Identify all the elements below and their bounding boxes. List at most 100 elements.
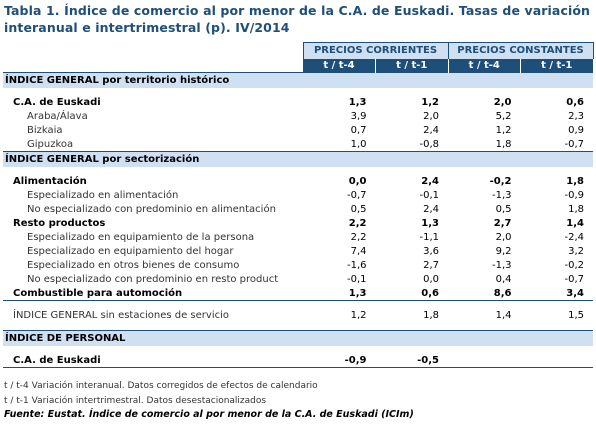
- cell-value: 1,4: [495, 310, 512, 321]
- cell-value: 1,8: [568, 204, 584, 215]
- row-label: Combustible para automoción: [3, 286, 303, 301]
- cell-value: 0,7: [350, 125, 367, 136]
- cell-value: 2,0: [423, 111, 439, 122]
- cell-value: -0,9: [303, 353, 376, 368]
- cell-value: 2,2: [350, 232, 367, 243]
- section-header-territorio: ÍNDICE GENERAL por territorio histórico: [3, 72, 593, 88]
- cell-value: 0,5: [350, 204, 367, 215]
- cell-value: 1,5: [568, 310, 584, 321]
- cell-value: 0,4: [495, 274, 512, 285]
- cell-value: 2,4: [421, 176, 439, 187]
- row-label: Araba/Álava: [27, 111, 88, 122]
- cell-value: 1,2: [421, 97, 439, 108]
- cell-value: -0,1: [346, 274, 367, 285]
- cell-value: 1,2: [495, 125, 512, 136]
- table-row: Bizkaia 0,7 2,4 1,2 0,9: [3, 124, 593, 138]
- header-sub-cell: t / t-1: [520, 58, 594, 73]
- cell-value: 1,4: [566, 218, 584, 229]
- cell-value: -1,3: [491, 190, 512, 201]
- section-title: ÍNDICE DE PERSONAL: [3, 330, 593, 346]
- section-title: ÍNDICE GENERAL por territorio histórico: [3, 72, 593, 88]
- table-title: Tabla 1. Índice de comercio al por menor…: [4, 3, 591, 35]
- cell-value: -0,9: [564, 190, 584, 201]
- table-row: C.A. de Euskadi 1,3 1,2 2,0 0,6: [3, 96, 593, 110]
- cell-value: [448, 353, 521, 368]
- cell-value: 2,4: [423, 125, 439, 136]
- cell-value: -1,6: [346, 260, 367, 271]
- row-label: Especializado en alimentación: [27, 190, 179, 201]
- row-label: Gipuzkoa: [27, 138, 74, 150]
- table-row: Especializado en equipamiento del hogar …: [3, 245, 593, 259]
- header-sub-cell: t / t-4: [303, 58, 376, 73]
- cell-value: -0,2: [564, 260, 584, 271]
- cell-value: 0,6: [375, 286, 448, 301]
- cell-value: 2,7: [493, 218, 512, 229]
- cell-value: -0,1: [419, 190, 439, 201]
- header-precios-corrientes: PRECIOS CORRIENTES: [302, 42, 449, 59]
- cell-value: 7,4: [350, 246, 367, 257]
- table-row: Especializado en otros bienes de consumo…: [3, 259, 593, 273]
- cell-value: 1,8: [495, 138, 512, 150]
- row-label: Especializado en otros bienes de consumo: [27, 260, 240, 271]
- cell-value: 1,0: [350, 138, 367, 150]
- row-label: Alimentación: [13, 176, 87, 187]
- table-row: Resto productos 2,2 1,3 2,7 1,4: [3, 217, 593, 231]
- cell-value: -0,8: [419, 138, 439, 150]
- cell-value: -0,5: [375, 353, 448, 368]
- header-sub-cell: t / t-1: [375, 58, 449, 73]
- row-label: ÍNDICE GENERAL sin estaciones de servici…: [13, 310, 229, 321]
- cell-value: -0,7: [564, 138, 584, 150]
- footnote-interanual: t / t-4 Variación interanual. Datos corr…: [4, 381, 318, 391]
- section-title: ÍNDICE GENERAL por sectorización: [3, 151, 593, 167]
- cell-value: [520, 353, 593, 368]
- table-row: C.A. de Euskadi -0,9 -0,5: [3, 353, 593, 368]
- data-table: PRECIOS CORRIENTES PRECIOS CONSTANTES t …: [3, 42, 594, 368]
- cell-value: -1,1: [419, 232, 439, 243]
- cell-value: 2,3: [568, 111, 584, 122]
- row-label: Resto productos: [13, 218, 106, 229]
- cell-value: 2,4: [423, 204, 439, 215]
- cell-value: 0,9: [568, 125, 584, 136]
- cell-value: 0,6: [566, 97, 584, 108]
- cell-value: 2,7: [423, 260, 439, 271]
- cell-value: 3,2: [568, 246, 584, 257]
- cell-value: 0,0: [423, 274, 439, 285]
- table-row: Especializado en equipamiento de la pers…: [3, 231, 593, 245]
- cell-value: 1,3: [303, 286, 376, 301]
- section-header-sectorizacion: ÍNDICE GENERAL por sectorización: [3, 151, 593, 167]
- cell-value: 1,8: [423, 310, 439, 321]
- cell-value: 2,0: [493, 97, 512, 108]
- cell-value: -0,7: [346, 190, 367, 201]
- row-label: No especializado con predominio en alime…: [27, 204, 276, 215]
- cell-value: 3,6: [423, 246, 439, 257]
- cell-value: 1,3: [421, 218, 439, 229]
- table-row: No especializado con predominio en resto…: [3, 273, 593, 287]
- cell-value: 0,5: [495, 204, 512, 215]
- table-row-sin-estaciones: ÍNDICE GENERAL sin estaciones de servici…: [3, 309, 593, 323]
- section-header-personal: ÍNDICE DE PERSONAL: [3, 330, 593, 346]
- cell-value: 1,3: [348, 97, 367, 108]
- cell-value: -0,7: [564, 274, 584, 285]
- table-row: Especializado en alimentación -0,7 -0,1 …: [3, 189, 593, 203]
- cell-value: 3,9: [350, 111, 367, 122]
- table-row: Gipuzkoa 1,0 -0,8 1,8 -0,7: [3, 138, 593, 152]
- cell-value: 1,8: [566, 176, 584, 187]
- row-label: Especializado en equipamiento del hogar: [27, 246, 234, 257]
- header-spacer: [3, 59, 303, 73]
- cell-value: -0,2: [489, 176, 512, 187]
- cell-value: 1,2: [350, 310, 367, 321]
- row-label: C.A. de Euskadi: [3, 353, 303, 368]
- cell-value: 9,2: [495, 246, 512, 257]
- row-label: Especializado en equipamiento de la pers…: [27, 232, 255, 243]
- cell-value: 5,2: [495, 111, 512, 122]
- footnote-intertrimestral: t / t-1 Variación intertrimestral. Datos…: [4, 396, 267, 406]
- cell-value: 0,0: [348, 176, 367, 187]
- cell-value: 8,6: [448, 286, 521, 301]
- cell-value: 2,0: [495, 232, 512, 243]
- row-label: Bizkaia: [27, 125, 63, 136]
- cell-value: 2,2: [348, 218, 367, 229]
- source-note: Fuente: Eustat. Índice de comercio al po…: [4, 409, 414, 420]
- header-group-row: PRECIOS CORRIENTES PRECIOS CONSTANTES: [3, 42, 594, 59]
- cell-value: -1,3: [491, 260, 512, 271]
- table-row: Combustible para automoción 1,3 0,6 8,6 …: [3, 286, 593, 301]
